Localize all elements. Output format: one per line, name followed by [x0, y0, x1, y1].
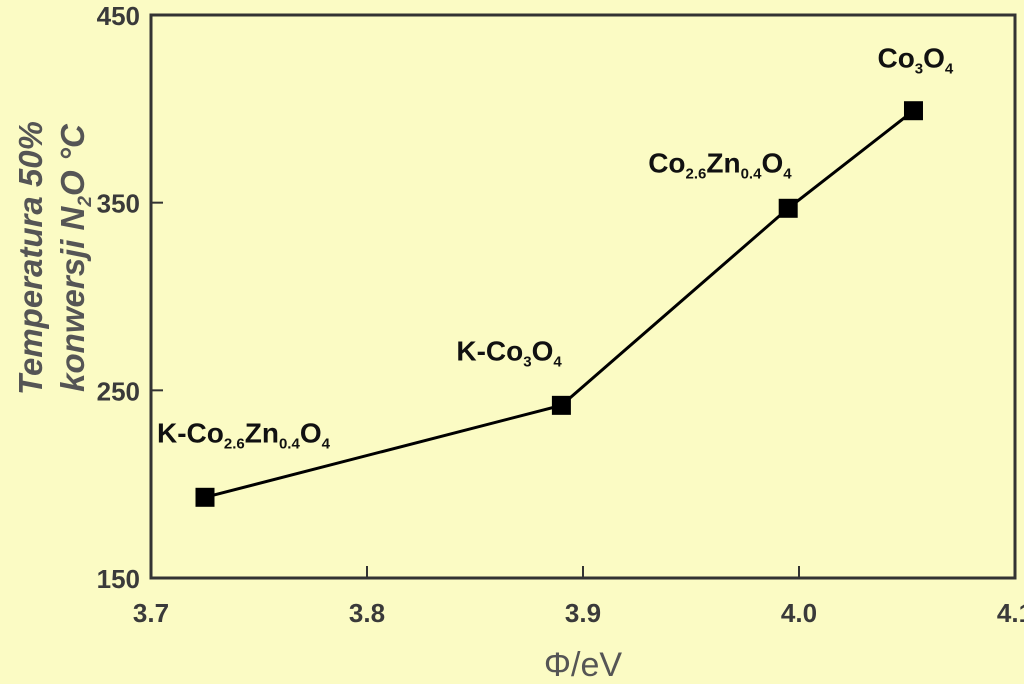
series-layer — [195, 101, 923, 507]
x-tick-label: 3.8 — [349, 598, 385, 628]
x-tick-label: 4.0 — [781, 598, 817, 628]
data-point-label: K-Co3O4 — [456, 335, 562, 370]
x-tick-label: 4.1 — [997, 598, 1024, 628]
data-point-marker — [551, 395, 571, 415]
y-axis-title-line2: konwersji N2O °C — [54, 123, 96, 392]
x-axis-ticks: 3.7 3.8 3.9 4.0 4.1 — [133, 566, 1024, 628]
x-tick-label: 3.9 — [565, 598, 601, 628]
y-tick-label: 450 — [97, 1, 140, 31]
data-point-label: Co3O4 — [877, 43, 953, 78]
y-axis-ticks: 150 250 350 450 — [97, 1, 163, 594]
data-point-marker — [195, 487, 215, 507]
y-tick-label: 150 — [97, 564, 140, 594]
data-point-label: K-Co2.6Zn0.4O4 — [157, 417, 331, 452]
y-tick-label: 250 — [97, 376, 140, 406]
y-axis-title-line1: Temperatura 50% — [12, 121, 49, 395]
data-point-label: Co2.6Zn0.4O4 — [648, 147, 792, 182]
x-tick-label: 3.7 — [133, 598, 169, 628]
data-point-marker — [778, 198, 798, 218]
y-tick-label: 350 — [97, 189, 140, 219]
point-labels-layer: K-Co2.6Zn0.4O4 K-Co3O4 Co2.6Zn0.4O4 Co3O4 — [157, 43, 954, 453]
series-line — [204, 109, 915, 499]
data-point-marker — [903, 101, 923, 121]
x-axis-title: Φ/eV — [544, 646, 622, 684]
